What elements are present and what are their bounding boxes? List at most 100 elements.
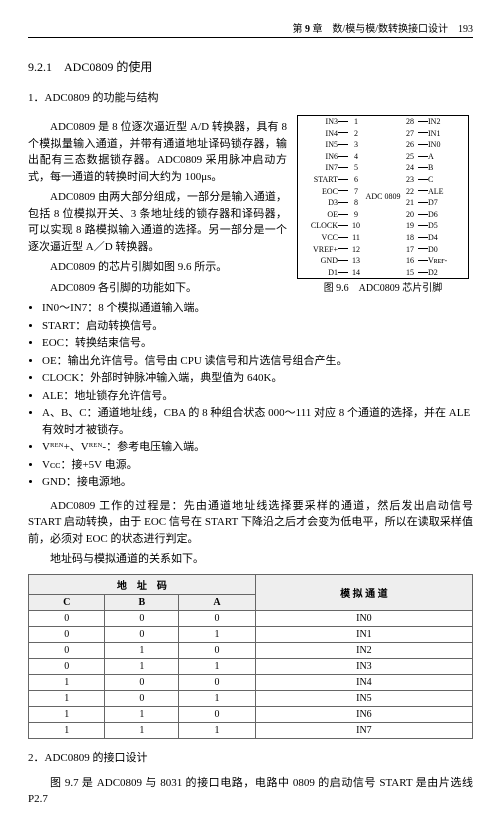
table-cell: 1 <box>105 722 179 738</box>
pin-left-label: EOC <box>300 187 338 197</box>
pin-tick <box>418 202 428 204</box>
table-cell: 0 <box>105 610 179 626</box>
pin-left-num: 10 <box>348 221 364 231</box>
table-cell: 0 <box>105 690 179 706</box>
pin-tick <box>338 202 348 204</box>
table-cell: IN7 <box>255 722 472 738</box>
table-row: 011IN3 <box>29 658 473 674</box>
chip-box: IN3128IN2IN4227IN1IN5326IN0IN6425AIN7524… <box>297 115 469 279</box>
pin-tick <box>418 225 428 227</box>
table-header-group: 地 址 码 <box>29 574 256 594</box>
table-cell: 1 <box>105 706 179 722</box>
list-item: EOC：转换结束信号。 <box>42 335 473 352</box>
list-item: A、B、C：通道地址线，CBA 的 8 种组合状态 000～111 对应 8 个… <box>42 405 473 438</box>
pin-right-label: D5 <box>428 221 466 231</box>
chip-pin-row: VREF+1217D0 <box>298 244 468 256</box>
pin-tick <box>418 167 428 169</box>
pin-right-num: 20 <box>402 210 418 220</box>
table-cell: IN5 <box>255 690 472 706</box>
page-header: 第 9 章 数/模与模/数转换接口设计 193 <box>28 20 473 38</box>
pin-tick <box>418 132 428 134</box>
pin-tick <box>418 190 428 192</box>
table-cell: 1 <box>29 706 105 722</box>
pin-tick <box>338 167 348 169</box>
table-cell: 1 <box>29 690 105 706</box>
chapter-title: 章 数/模与模/数转换接口设计 <box>312 24 448 35</box>
pin-tick <box>418 260 428 262</box>
pin-right-num: 17 <box>402 245 418 255</box>
pin-left-label: GND <box>300 256 338 266</box>
table-cell: 0 <box>105 626 179 642</box>
list-item: CLOCK：外部时钟脉冲输入端，典型值为 640K。 <box>42 370 473 387</box>
chip-pin-row: VCC1118D4 <box>298 232 468 244</box>
table-cell: 0 <box>179 706 256 722</box>
list-item: Vᴿᴱᴺ+、Vᴿᴱᴺ-：参考电压输入端。 <box>42 439 473 456</box>
paragraph: 地址码与模拟通道的关系如下。 <box>28 551 473 568</box>
pin-right-label: A <box>428 152 466 162</box>
table-cell: IN0 <box>255 610 472 626</box>
pin-right-num: 16 <box>402 256 418 266</box>
pin-tick <box>338 214 348 216</box>
pin-right-label: D6 <box>428 210 466 220</box>
table-row: 111IN7 <box>29 722 473 738</box>
table-cell: 1 <box>179 690 256 706</box>
pin-right-label: IN2 <box>428 117 466 127</box>
table-cell: 0 <box>29 642 105 658</box>
list-item: GND：接电源地。 <box>42 474 473 491</box>
table-col-header: C <box>29 594 105 610</box>
table-cell: 1 <box>179 626 256 642</box>
table-cell: 1 <box>29 674 105 690</box>
pin-left-label: START <box>300 175 338 185</box>
table-row: 110IN6 <box>29 706 473 722</box>
chip-pinout-figure: IN3128IN2IN4227IN1IN5326IN0IN6425AIN7524… <box>293 115 473 295</box>
pin-left-num: 3 <box>348 140 364 150</box>
chip-pin-row: GND1316Vʀᴇғ- <box>298 255 468 267</box>
subsection-1-title: 1．ADC0809 的功能与结构 <box>28 89 473 105</box>
chip-pin-row: START623C <box>298 174 468 186</box>
pin-right-label: D0 <box>428 245 466 255</box>
pin-left-label: VCC <box>300 233 338 243</box>
table-col-header: B <box>105 594 179 610</box>
pin-right-label: ALE <box>428 187 466 197</box>
pin-right-label: Vʀᴇғ- <box>428 256 466 266</box>
pin-right-label: C <box>428 175 466 185</box>
pin-left-num: 8 <box>348 198 364 208</box>
chapter-prefix: 第 <box>292 24 302 35</box>
pin-left-num: 14 <box>348 268 364 278</box>
table-cell: IN4 <box>255 674 472 690</box>
pin-right-label: D2 <box>428 268 466 278</box>
pin-left-label: IN3 <box>300 117 338 127</box>
chip-pin-row: IN7524B <box>298 162 468 174</box>
pin-left-label: IN5 <box>300 140 338 150</box>
pin-right-num: 15 <box>402 268 418 278</box>
page-body: 第 9 章 数/模与模/数转换接口设计 193 9.2.1 ADC0809 的使… <box>0 0 501 832</box>
pin-left-label: D1 <box>300 268 338 278</box>
pin-tick <box>418 237 428 239</box>
page-number: 193 <box>458 24 473 35</box>
pin-tick <box>418 179 428 181</box>
table-cell: 1 <box>105 658 179 674</box>
chip-pin-row: IN5326IN0 <box>298 139 468 151</box>
pin-tick <box>338 121 348 123</box>
chip-pin-row: OE920D6 <box>298 209 468 221</box>
pin-right-num: 22 <box>402 187 418 197</box>
chip-pin-row: D1 14 15 D2 <box>298 267 468 279</box>
chip-pin-row: CLOCK1019D5 <box>298 220 468 232</box>
list-item: OE：输出允许信号。信号由 CPU 读信号和片选信号组合产生。 <box>42 353 473 370</box>
table-row: 001IN1 <box>29 626 473 642</box>
pin-left-num: 11 <box>348 233 364 243</box>
table-cell: IN3 <box>255 658 472 674</box>
pin-left-num: 12 <box>348 245 364 255</box>
table-cell: 1 <box>179 658 256 674</box>
pin-right-label: IN0 <box>428 140 466 150</box>
table-row: 010IN2 <box>29 642 473 658</box>
subsection-2-title: 2．ADC0809 的接口设计 <box>28 749 473 765</box>
pin-left-num: 9 <box>348 210 364 220</box>
pin-left-num: 4 <box>348 152 364 162</box>
list-item: START：启动转换信号。 <box>42 318 473 335</box>
chip-pin-row: IN4227IN1 <box>298 128 468 140</box>
table-cell: 0 <box>179 642 256 658</box>
pin-tick <box>338 272 348 274</box>
pin-right-label: IN1 <box>428 129 466 139</box>
pin-left-num: 6 <box>348 175 364 185</box>
